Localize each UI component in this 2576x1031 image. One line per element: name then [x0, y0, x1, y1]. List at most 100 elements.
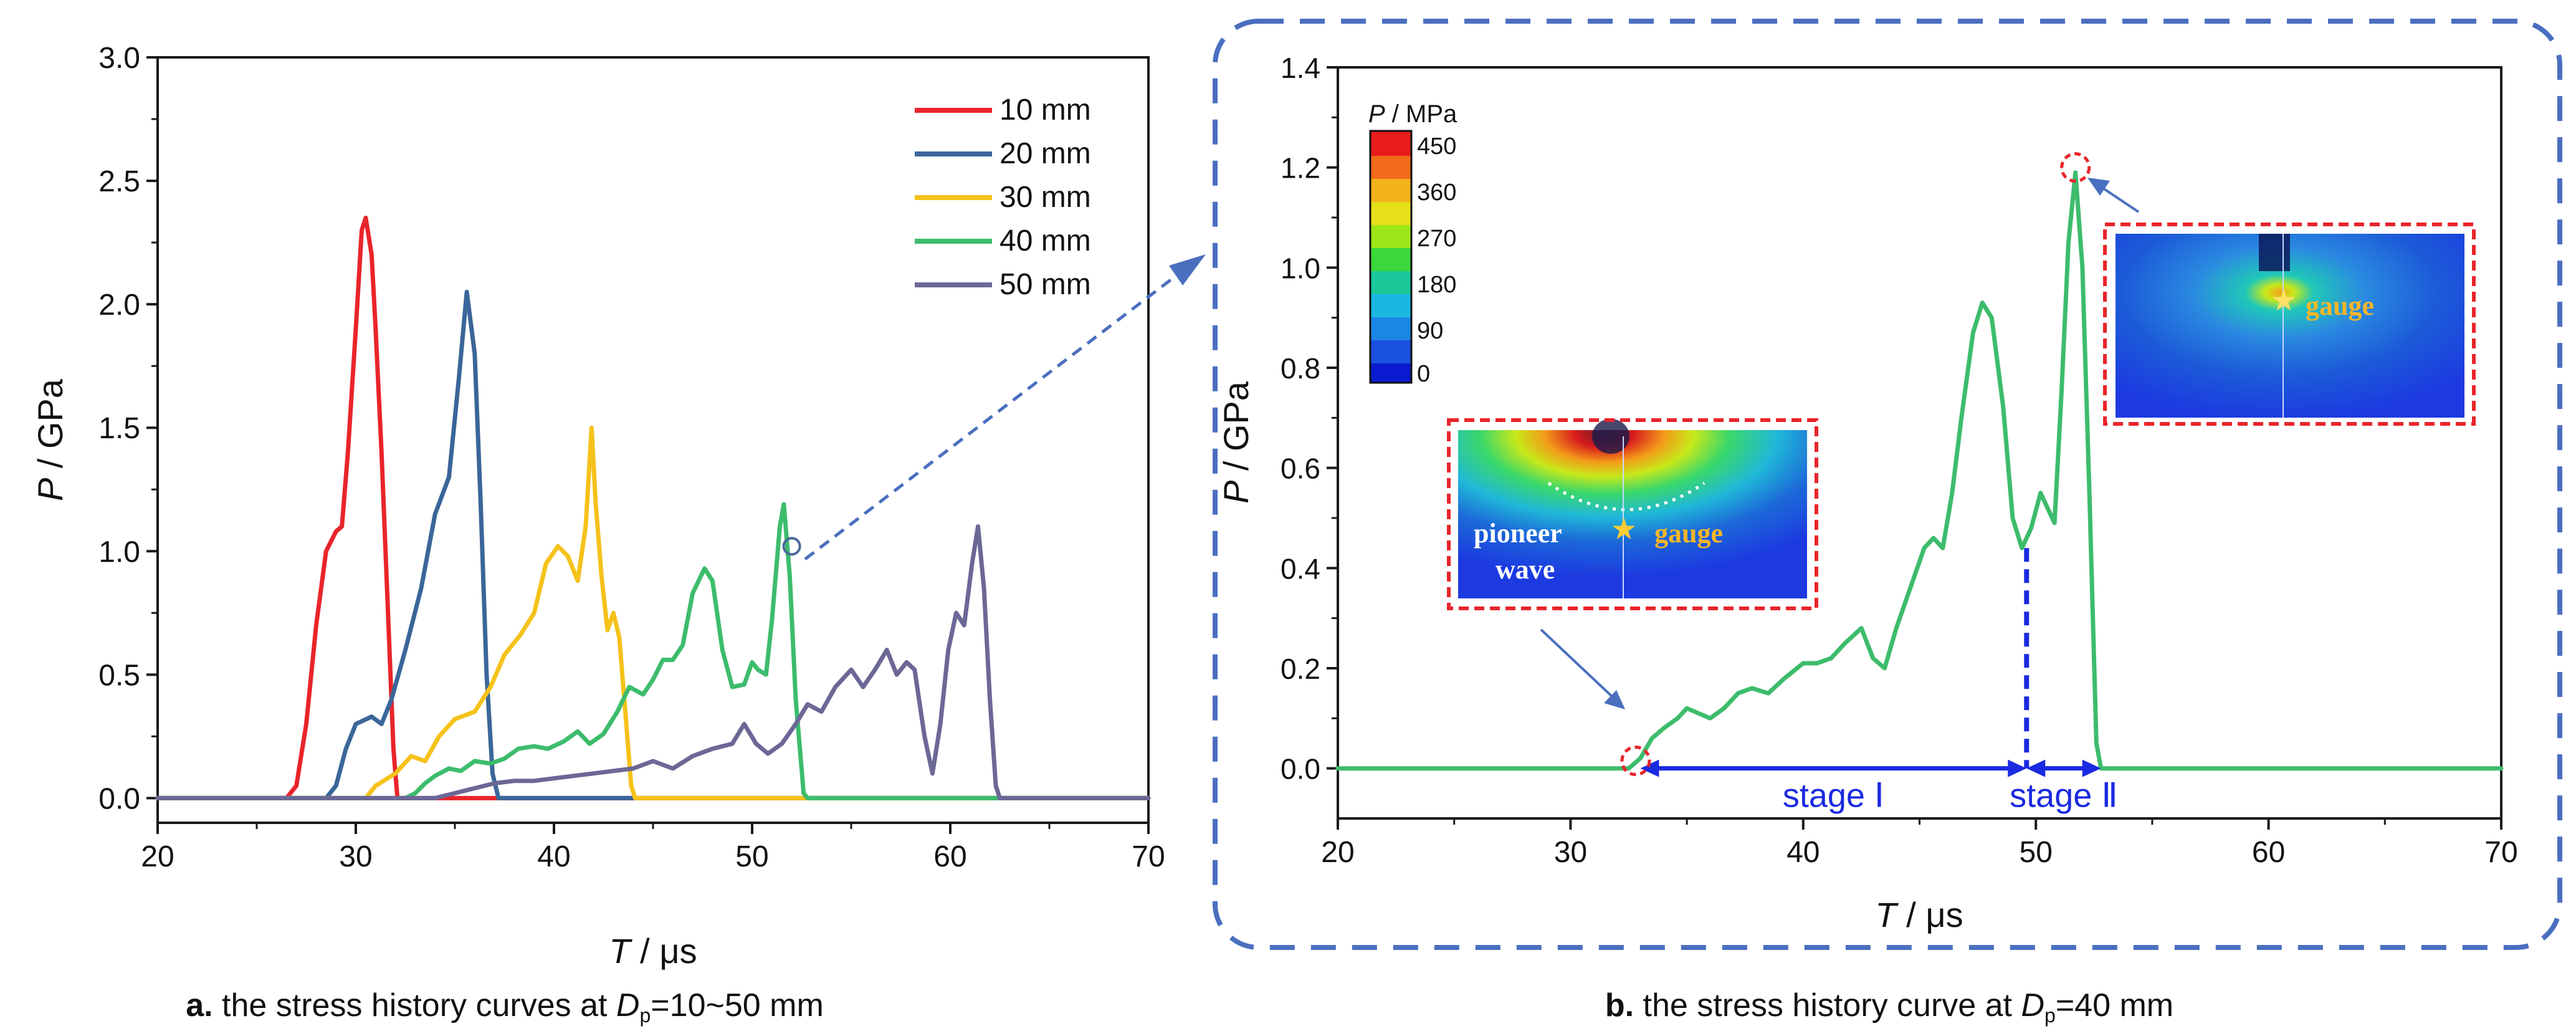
- y-tick-label: 1.2: [1281, 152, 1320, 185]
- series-line-curve0: [1335, 170, 2504, 771]
- x-tick-label: 50: [2020, 836, 2053, 869]
- y-tick-label: 1.0: [1281, 252, 1320, 284]
- colorbar-tick-label: 180: [1417, 272, 1456, 298]
- panel-a-y-axis-label: P / GPa: [31, 378, 70, 501]
- colorbar-block-270: [1370, 225, 1411, 248]
- y-tick-label: 2.0: [98, 289, 140, 322]
- colorbar-tick-label: 0: [1417, 361, 1430, 387]
- highlight-circle-2: [2060, 152, 2091, 183]
- colorbar-tick-label: 90: [1417, 318, 1443, 344]
- stage-1-arrowhead-left: [1640, 759, 1659, 777]
- colorbar-block-405: [1370, 156, 1411, 179]
- zoom-connector: [804, 254, 1206, 560]
- series-line-40mm: [155, 502, 1151, 800]
- panel-a-ticks: 20 30 40 50 60 70 0.0 0.5 1.0 1.5 2.0 2.5 3.0: [98, 42, 1165, 873]
- x-tick-label: 30: [1554, 836, 1587, 869]
- y-tick-label: 0.8: [1281, 352, 1320, 385]
- x-tick-label: 30: [339, 840, 372, 873]
- series-line-30mm: [155, 425, 1151, 800]
- x-tick-label: 40: [1787, 836, 1820, 869]
- panel-b-caption: b. the stress history curve at Dp=40 mm: [1605, 987, 2173, 1027]
- y-tick-label: 3.0: [98, 42, 140, 75]
- x-tick-label: 60: [2252, 836, 2285, 869]
- panel-a: 20 30 40 50 60 70 0.0 0.5 1.0 1.5 2.0 2.5 3.0 10 mm …: [31, 42, 1165, 1027]
- y-tick-label: 0.5: [98, 659, 140, 692]
- panel-a-x-axis-label: T / μs: [609, 931, 697, 971]
- x-tick-label: 70: [2484, 836, 2517, 869]
- x-tick-label: 20: [1321, 836, 1354, 869]
- panel-b: 20 30 40 50 60 70 0.0 0.2 0.4 0.6 0.8 1.0 1.2 1.4 sta…: [1213, 19, 2562, 1027]
- stage-2-label: stage Ⅱ: [2010, 777, 2118, 815]
- connector-dashed-line: [804, 278, 1173, 560]
- colorbar-title: P / MPa: [1368, 100, 1457, 128]
- legend-label-40mm: 40 mm: [999, 224, 1091, 257]
- colorbar-block-360: [1370, 179, 1411, 202]
- y-tick-label: 0.4: [1281, 552, 1320, 585]
- colorbar-tick-label: 270: [1417, 226, 1456, 252]
- inset-gauge-dark-core: [2259, 234, 2290, 271]
- stage-1-label: stage Ⅰ: [1783, 777, 1884, 815]
- inset-pointer-arrows: [1540, 178, 2140, 709]
- inset-gauge-label: gauge: [2306, 290, 2374, 321]
- simulation-inset-gauge: ★ gauge: [2103, 223, 2476, 426]
- x-tick-label: 50: [735, 840, 768, 873]
- inset-gauge-frame: [2103, 223, 2476, 426]
- x-tick-label: 20: [141, 840, 174, 873]
- panel-b-x-axis-label: T / μs: [1875, 895, 1963, 934]
- pointer-arrow-pioneer-line: [1540, 628, 1616, 701]
- colorbar-block-135: [1370, 294, 1411, 317]
- inset-pioneer-label: pioneer: [1474, 518, 1562, 549]
- zoom-source-marker: [782, 537, 801, 556]
- x-tick-label: 40: [537, 840, 570, 873]
- pointer-arrow-gauge-head: [2087, 178, 2110, 196]
- legend-label-10mm: 10 mm: [999, 94, 1091, 127]
- colorbar-block-225: [1370, 248, 1411, 271]
- inset-pioneer-image: [1458, 430, 1807, 598]
- pointer-arrow-gauge-line: [2100, 186, 2140, 213]
- panel-a-caption: a. the stress history curves at Dp=10~50…: [186, 987, 824, 1027]
- colorbar-block-45: [1370, 340, 1411, 363]
- y-tick-label: 2.5: [98, 165, 140, 198]
- colorbar: P / MPa 450 360 270 180 90 0: [1368, 100, 1457, 387]
- stage-2-arrowhead-left: [2026, 759, 2046, 777]
- inset-pioneer-gauge-star: ★: [1610, 513, 1637, 546]
- panel-a-legend: 10 mm 20 mm 30 mm 40 mm 50 mm: [915, 94, 1091, 301]
- legend-label-50mm: 50 mm: [999, 268, 1091, 301]
- legend-label-20mm: 20 mm: [999, 137, 1091, 170]
- colorbar-block-450: [1370, 131, 1411, 156]
- panel-b-stage-annotations: stage Ⅰ stage Ⅱ: [1620, 152, 2118, 815]
- panel-b-y-axis-label: P / GPa: [1216, 381, 1256, 504]
- y-tick-label: 0.0: [1281, 753, 1320, 785]
- colorbar-block-315: [1370, 202, 1411, 225]
- inset-pioneer-frame: [1447, 418, 1818, 610]
- y-tick-label: 1.0: [98, 535, 140, 568]
- y-tick-label: 1.4: [1281, 52, 1320, 84]
- colorbar-block-180: [1370, 271, 1411, 294]
- colorbar-block-90: [1370, 317, 1411, 340]
- highlight-circle-1: [1620, 746, 1651, 777]
- y-tick-label: 1.5: [98, 412, 140, 445]
- colorbar-block-0: [1370, 363, 1411, 383]
- stage-2-arrowhead-right: [2082, 759, 2101, 777]
- colorbar-tick-label: 450: [1417, 133, 1456, 160]
- inset-pioneer-dark-core: [1592, 419, 1629, 454]
- series-line-10mm: [155, 216, 1151, 800]
- pointer-arrow-pioneer-head: [1604, 690, 1625, 709]
- legend-label-30mm: 30 mm: [999, 181, 1091, 214]
- panel-a-series: [155, 216, 1151, 800]
- y-tick-label: 0.6: [1281, 453, 1320, 485]
- inset-gauge-star: ★: [2270, 284, 2297, 317]
- panel-b-dashed-border: [1213, 19, 2562, 950]
- y-tick-label: 0.2: [1281, 653, 1320, 685]
- panel-b-ticks: 20 30 40 50 60 70 0.0 0.2 0.4 0.6 0.8 1.0 1.2 1.4: [1281, 52, 2518, 869]
- colorbar-tick-label: 360: [1417, 180, 1456, 206]
- inset-pioneer-gauge-label: gauge: [1654, 518, 1723, 549]
- series-line-20mm: [155, 289, 1151, 800]
- simulation-inset-pioneer: ★ pioneer wave gauge: [1447, 418, 1818, 610]
- colorbar-frame: [1369, 130, 1413, 384]
- panel-b-series: [1335, 170, 2504, 771]
- stage-1-arrowhead-right: [2008, 759, 2027, 777]
- inset-pioneer-label: wave: [1496, 554, 1555, 585]
- x-tick-label: 60: [933, 840, 966, 873]
